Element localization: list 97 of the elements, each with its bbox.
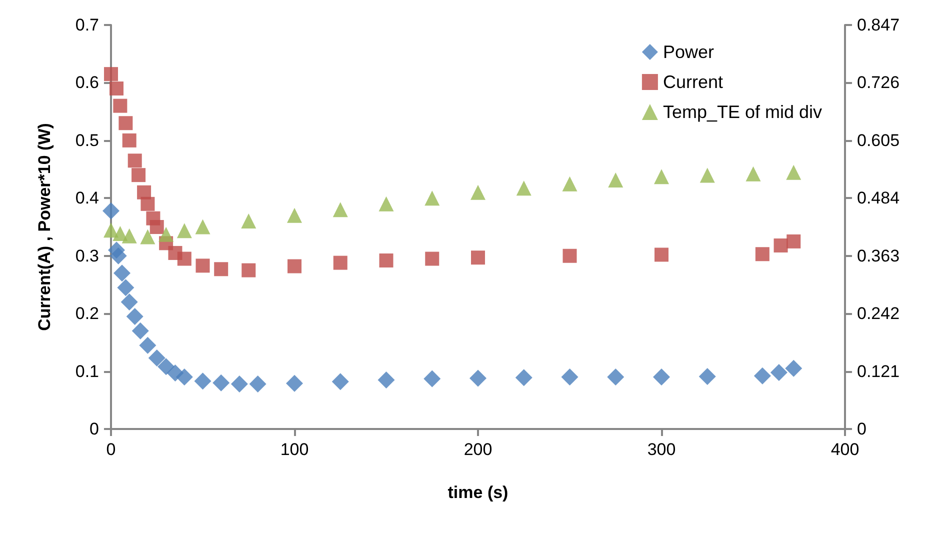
y-tick-label: 0 <box>90 420 99 438</box>
x-tick-label: 200 <box>464 440 492 459</box>
point <box>126 308 144 325</box>
point <box>654 248 668 262</box>
x-tick-label: 100 <box>280 440 309 459</box>
y-tick-label: 0.1 <box>75 362 99 381</box>
point <box>122 133 136 148</box>
point <box>177 252 192 266</box>
y-tick-label: 0.6 <box>75 73 99 92</box>
x-axis-title: time (s) <box>448 483 508 502</box>
point <box>607 368 624 386</box>
point <box>332 373 349 390</box>
point <box>379 253 394 268</box>
point <box>196 258 210 273</box>
point <box>561 368 578 386</box>
y2-tick-label: 0.121 <box>857 362 900 381</box>
point <box>110 81 124 96</box>
point <box>214 262 228 276</box>
point <box>113 98 128 113</box>
point <box>424 190 440 206</box>
point <box>104 222 118 238</box>
point <box>158 226 174 242</box>
point <box>176 368 193 386</box>
y2-tick-label: 0.726 <box>857 73 900 92</box>
point <box>176 223 192 238</box>
point <box>786 234 801 248</box>
point <box>754 367 771 384</box>
point <box>132 168 146 182</box>
y2-tick-label: 0.847 <box>857 16 900 34</box>
point <box>562 248 577 263</box>
point <box>516 180 532 196</box>
point <box>471 250 485 265</box>
point <box>249 375 266 392</box>
point <box>104 67 118 82</box>
x-tick-label: 400 <box>830 440 860 459</box>
point <box>117 279 134 296</box>
point <box>114 264 131 282</box>
y2-tick-label: 0.363 <box>857 246 900 266</box>
point <box>608 172 624 188</box>
x-tick-label: 0 <box>106 440 116 459</box>
legend-label: Current <box>662 72 723 92</box>
y-axis-title: Current(A) , Power*10 (W) <box>35 123 54 331</box>
y2-tick-label: 0.242 <box>857 304 900 324</box>
point <box>286 374 303 392</box>
point <box>746 166 761 182</box>
y2-tick-label: 0.484 <box>857 188 900 208</box>
point <box>120 294 138 311</box>
point <box>770 364 788 381</box>
point <box>562 176 578 192</box>
x-tick-label: 300 <box>647 440 676 459</box>
point <box>755 247 770 262</box>
legend-label: Power <box>662 42 714 62</box>
point <box>786 164 802 180</box>
point <box>140 229 156 244</box>
point <box>470 184 486 200</box>
point <box>230 375 248 392</box>
point <box>110 247 127 264</box>
point <box>140 196 155 211</box>
point <box>470 370 486 387</box>
point <box>653 368 670 386</box>
y-tick-label: 0.2 <box>75 304 99 324</box>
point <box>118 116 133 130</box>
point <box>332 202 348 218</box>
point <box>194 372 212 390</box>
point <box>195 219 210 234</box>
point <box>132 322 149 340</box>
point <box>378 371 395 388</box>
point <box>102 202 120 220</box>
y-tick-label: 0.5 <box>75 130 99 150</box>
y2-tick-label: 0.605 <box>857 130 900 150</box>
point <box>700 168 715 183</box>
point <box>654 169 669 184</box>
point <box>150 220 164 234</box>
point <box>785 360 802 377</box>
point <box>148 350 166 367</box>
legend-label: Temp_TE of mid div <box>662 102 822 122</box>
point <box>287 208 302 223</box>
point <box>425 252 440 266</box>
point <box>212 374 230 392</box>
point <box>698 368 716 385</box>
point <box>515 369 532 386</box>
point <box>242 263 256 278</box>
point <box>128 154 142 168</box>
point <box>122 228 137 244</box>
point <box>158 358 175 376</box>
point <box>333 256 348 270</box>
point <box>288 259 302 274</box>
y-tick-label: 0.3 <box>75 246 99 266</box>
y2-tick-label: 0 <box>857 420 866 438</box>
point <box>241 214 256 229</box>
point <box>424 370 441 388</box>
point <box>139 336 156 354</box>
y-tick-label: 0.7 <box>75 16 99 34</box>
point <box>112 226 128 241</box>
y-tick-label: 0.4 <box>75 188 99 208</box>
point <box>378 196 394 212</box>
point <box>774 238 788 252</box>
